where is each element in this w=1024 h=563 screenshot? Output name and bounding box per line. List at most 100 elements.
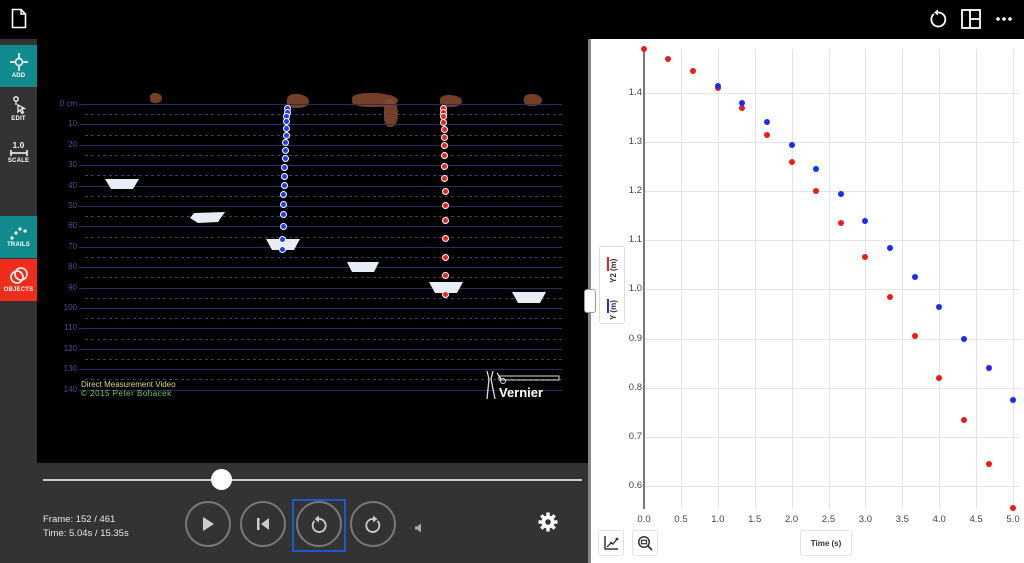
step-back-button[interactable] [240,501,286,547]
timeline-slider[interactable] [43,479,582,481]
red-trail-point[interactable] [441,202,449,209]
data-point[interactable] [862,254,869,261]
data-point[interactable] [985,364,992,371]
data-point[interactable] [886,244,893,251]
panel-resize-handle[interactable] [584,289,596,313]
data-point[interactable] [862,217,869,224]
data-point[interactable] [985,460,992,467]
zoom-to-fit-button[interactable] [632,530,658,556]
blue-trail-point[interactable] [281,164,289,171]
red-trail-point[interactable] [442,291,450,298]
data-point[interactable] [838,220,845,227]
data-point[interactable] [838,190,845,197]
data-point[interactable] [788,141,795,148]
blue-trail-point[interactable] [281,147,289,154]
blue-trail-point[interactable] [279,236,287,243]
red-trail-point[interactable] [440,126,448,133]
data-point[interactable] [960,416,967,423]
data-point[interactable] [960,335,967,342]
graph-options-button[interactable] [598,530,624,556]
play-button[interactable] [185,501,231,547]
data-point[interactable] [886,293,893,300]
grid-line-vertical [902,49,904,509]
x-axis-label-button[interactable]: Time (s) [800,530,852,556]
data-point[interactable] [788,158,795,165]
data-point[interactable] [665,55,672,62]
blue-trail-point[interactable] [282,125,290,132]
x-tick-label: 4.0 [932,514,946,525]
red-trail-point[interactable] [440,142,448,149]
graph-axes-icon [604,536,619,550]
blue-trail-point[interactable] [280,191,288,198]
data-point[interactable] [1010,504,1016,511]
video-credit-title: Direct Measurement Video [81,380,176,389]
trails-tool-button[interactable]: TRAILS [0,216,37,258]
ruler-half-line [85,338,562,340]
rewind-button[interactable] [296,501,342,547]
red-trail-point[interactable] [440,119,448,126]
data-point[interactable] [690,67,697,74]
data-point[interactable] [911,274,918,281]
grid-line-horizontal [644,436,1020,438]
blue-trail-point[interactable] [283,118,291,125]
top-bar [0,0,1024,39]
data-point[interactable] [812,166,819,173]
settings-gear-icon[interactable] [538,512,558,537]
data-point[interactable] [936,374,943,381]
layout-icon[interactable] [961,9,981,29]
red-trail-point[interactable] [442,272,450,279]
ruler-line [79,369,562,371]
blue-trail-point[interactable] [281,173,288,180]
data-point[interactable] [714,82,721,89]
scale-tool-button[interactable]: 1.0 SCALE [0,131,37,173]
y-axis-legend[interactable]: Y2 (m) Y (m) [599,246,625,324]
red-trail-point[interactable] [441,163,449,170]
data-point[interactable] [641,45,647,52]
y-tick-label: 0.8 [628,381,642,393]
y-tick-label: 0.7 [628,430,642,442]
data-point[interactable] [764,119,771,126]
trails-dots-icon [9,227,27,240]
data-point[interactable] [739,104,746,111]
data-point[interactable] [812,188,819,195]
blue-trail-point[interactable] [281,155,289,162]
blue-trail-point[interactable] [279,211,287,218]
blue-trail-point[interactable] [282,132,290,139]
reset-icon[interactable] [928,9,948,29]
blue-trail-point[interactable] [278,246,286,253]
x-tick-label: 0.5 [674,514,688,525]
objects-tool-button[interactable]: OBJECTS [0,259,37,301]
blue-trail-point[interactable] [279,223,287,230]
volume-icon[interactable] [414,520,422,538]
red-trail-point[interactable] [442,254,450,261]
time-counter: Time: 5.04s / 15.35s [43,528,129,539]
data-point[interactable] [764,131,771,138]
grid-line-vertical [976,49,978,509]
red-trail-point[interactable] [440,134,448,141]
edit-tool-button[interactable]: EDIT [0,88,37,130]
grid-line-horizontal [644,387,1020,389]
data-point[interactable] [739,99,746,106]
red-trail-point[interactable] [441,152,449,159]
blue-trail-point[interactable] [280,182,288,189]
ruler-label: 140 [63,384,77,394]
coffee-filter [429,280,463,298]
y-tick-label: 1.2 [628,185,642,197]
add-tool-button[interactable]: ADD [0,45,37,87]
red-trail-point[interactable] [441,235,449,242]
red-trail-point[interactable] [441,217,449,224]
blue-trail-point[interactable] [280,201,288,208]
blue-trail-point[interactable] [282,139,290,146]
data-point[interactable] [1010,396,1016,403]
data-point[interactable] [936,303,943,310]
ruler-line [79,348,562,350]
timeline-slider-thumb[interactable] [210,469,232,490]
data-point[interactable] [911,333,918,340]
document-icon[interactable] [11,8,27,29]
video-viewport[interactable]: 0 cm 10 20 30 40 50 60 70 80 90 100 110 120 130 140 Di… [37,39,588,463]
ruler-line [79,287,562,289]
forward-button[interactable] [350,501,396,547]
red-trail-point[interactable] [441,175,449,182]
more-icon[interactable] [994,9,1014,29]
red-trail-point[interactable] [441,188,449,195]
